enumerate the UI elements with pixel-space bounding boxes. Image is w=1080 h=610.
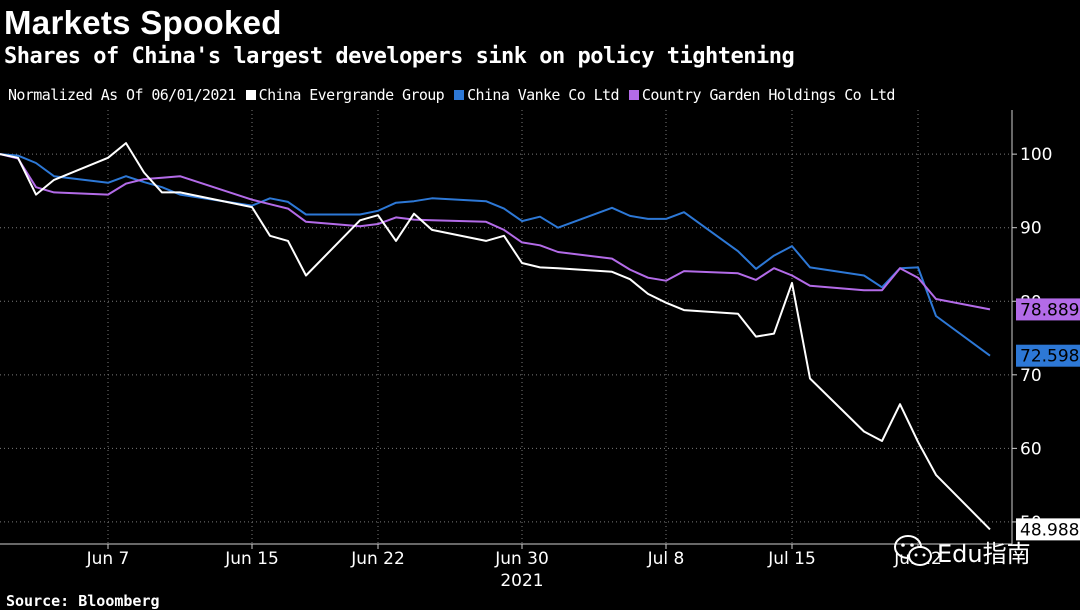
x-tick-label: Jun 22: [350, 549, 405, 569]
x-tick-label: Jun 15: [224, 549, 279, 569]
end-value-badge: [1016, 298, 1080, 321]
legend-note: Normalized As Of 06/01/2021: [8, 86, 236, 104]
legend-swatch: [245, 90, 256, 100]
legend: Normalized As Of 06/01/2021 China Evergr…: [8, 86, 895, 104]
series-line: [0, 153, 991, 357]
end-value-badge: [1016, 344, 1080, 367]
x-year-label: 2021: [500, 571, 543, 591]
chart-subtitle: Shares of China's largest developers sin…: [4, 44, 795, 69]
chart-title: Markets Spooked: [4, 4, 282, 41]
y-tick-label: 100: [1020, 145, 1052, 165]
legend-swatch: [628, 90, 639, 100]
watermark: Edu指南: [893, 533, 1031, 569]
x-tick-label: Jul 15: [767, 549, 816, 569]
legend-item-evergrande: China Evergrande Group: [245, 86, 445, 104]
legend-item-vanke: China Vanke Co Ltd: [454, 86, 619, 104]
end-value-label: 72.598: [1020, 347, 1079, 367]
x-tick-label: Jul 8: [647, 549, 685, 569]
x-tick-label: Jun 30: [494, 549, 549, 569]
y-tick-label: 70: [1020, 366, 1042, 386]
legend-swatch: [454, 90, 465, 100]
wechat-icon: [894, 535, 932, 566]
legend-item-country-garden: Country Garden Holdings Co Ltd: [628, 86, 896, 104]
legend-label: China Evergrande Group: [258, 86, 445, 104]
watermark-text: Edu指南: [937, 539, 1031, 568]
legend-label: Country Garden Holdings Co Ltd: [641, 86, 896, 104]
end-value-label: 48.988: [1020, 520, 1079, 540]
y-tick-label: 60: [1020, 439, 1042, 459]
end-value-badge: [1016, 518, 1080, 541]
end-value-label: 78.889: [1020, 300, 1079, 320]
series-line: [0, 142, 991, 531]
legend-label: China Vanke Co Ltd: [467, 86, 619, 104]
source-note: Source: Bloomberg: [6, 592, 160, 610]
y-tick-label: 90: [1020, 219, 1042, 239]
x-tick-label: Jun 7: [86, 549, 130, 569]
